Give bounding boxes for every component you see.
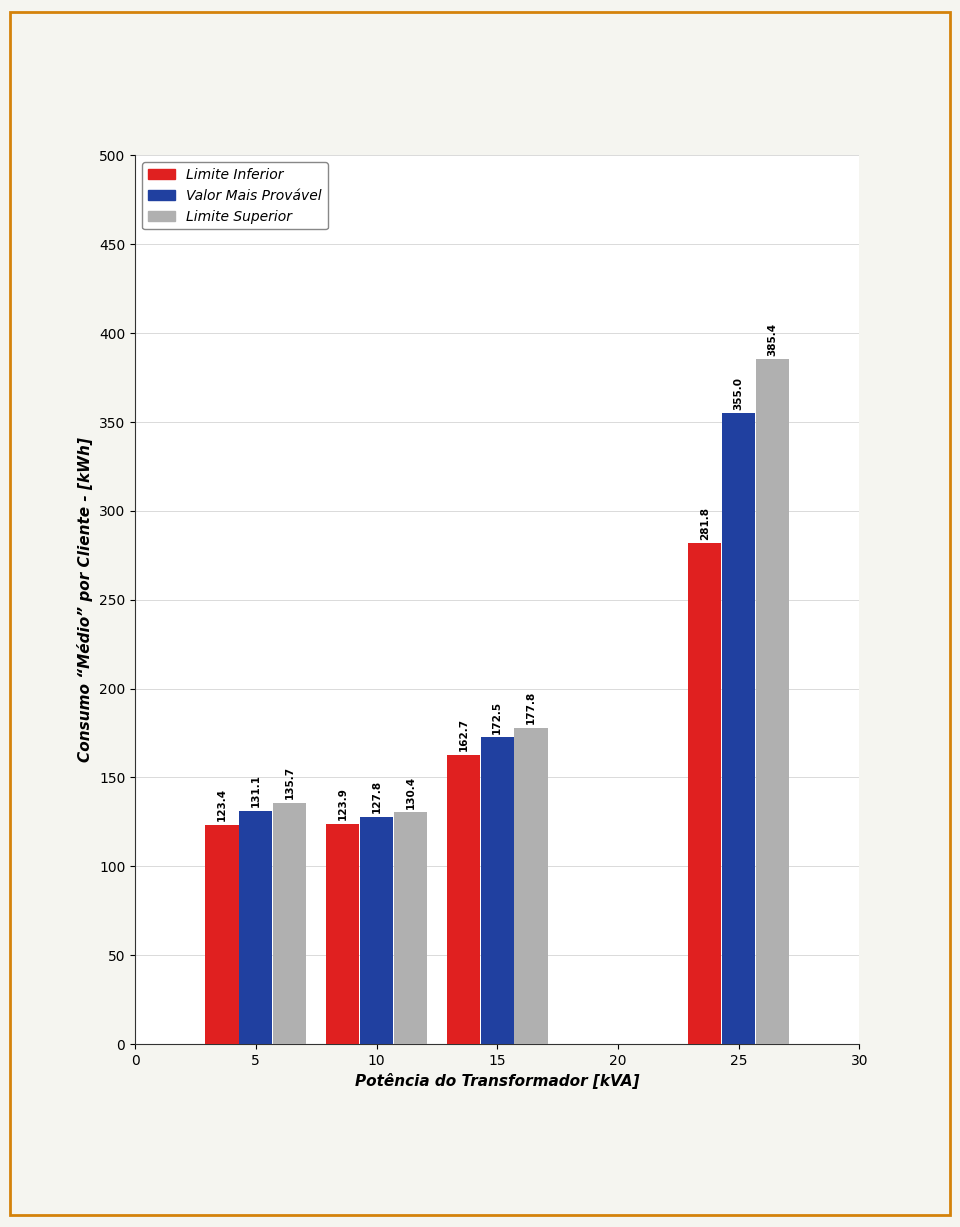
Text: 130.4: 130.4	[405, 775, 416, 809]
Bar	[326, 823, 359, 1044]
Bar	[756, 360, 789, 1044]
Text: 135.7: 135.7	[284, 766, 295, 799]
Bar	[481, 737, 514, 1044]
Bar	[273, 802, 306, 1044]
Bar	[360, 817, 393, 1044]
Text: 177.8: 177.8	[526, 691, 536, 724]
Bar	[205, 825, 238, 1044]
Legend: Limite Inferior, Valor Mais Provável, Limite Superior: Limite Inferior, Valor Mais Provável, Li…	[142, 162, 327, 229]
Bar	[722, 413, 756, 1044]
Text: 355.0: 355.0	[733, 377, 744, 410]
Text: 131.1: 131.1	[251, 774, 261, 807]
Text: 172.5: 172.5	[492, 701, 502, 734]
Bar	[394, 812, 427, 1044]
Bar	[447, 755, 480, 1044]
Text: 162.7: 162.7	[459, 718, 468, 751]
Text: 385.4: 385.4	[768, 323, 778, 356]
Text: 127.8: 127.8	[372, 780, 381, 814]
Bar	[239, 811, 273, 1044]
Bar	[515, 728, 547, 1044]
Text: 123.9: 123.9	[338, 788, 348, 821]
Text: 281.8: 281.8	[700, 507, 709, 540]
Y-axis label: Consumo “Médio” por Cliente - [kWh]: Consumo “Médio” por Cliente - [kWh]	[78, 437, 93, 762]
Text: 123.4: 123.4	[217, 788, 227, 821]
X-axis label: Potência do Transformador [kVA]: Potência do Transformador [kVA]	[355, 1074, 639, 1090]
Bar	[688, 544, 722, 1044]
